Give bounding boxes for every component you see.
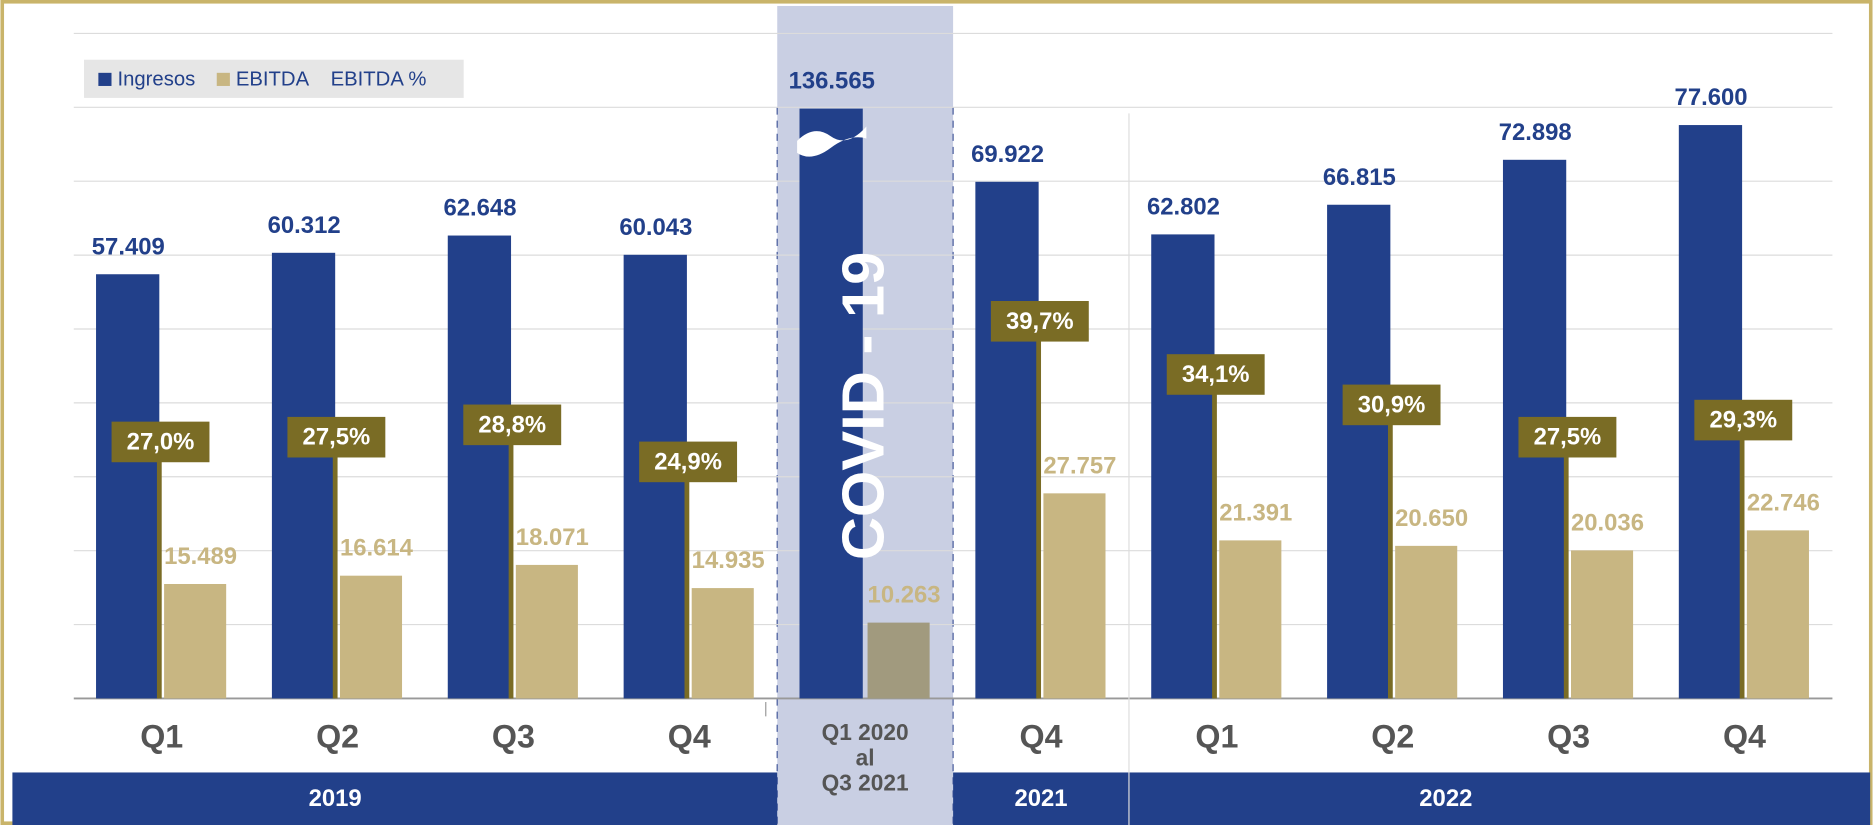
pct-stem [508, 424, 514, 699]
pct-box [1518, 416, 1617, 458]
pct-box [463, 404, 562, 446]
value-label: 57.409 [92, 233, 165, 260]
value-label: 16.614 [340, 535, 414, 562]
value-label: 22.746 [1747, 489, 1820, 516]
value-label: 21.391 [1219, 499, 1292, 526]
bar [1571, 550, 1634, 699]
value-label: 72.898 [1499, 119, 1572, 146]
bar [1219, 540, 1282, 699]
bar [1746, 530, 1809, 699]
pct-stem [1563, 437, 1569, 699]
legend-label: EBITDA % [331, 68, 427, 90]
pct-label: 27,5% [303, 424, 371, 451]
value-label: 27.757 [1043, 452, 1116, 479]
bar [447, 235, 512, 699]
legend-swatch [216, 72, 230, 86]
year-band [953, 772, 1129, 825]
bar [271, 252, 336, 699]
value-label: 136.565 [789, 68, 875, 95]
value-label: 66.815 [1323, 164, 1396, 191]
value-label: 60.043 [619, 214, 692, 241]
pct-stem [1212, 374, 1217, 699]
bar [339, 575, 403, 699]
bar [1043, 493, 1106, 699]
value-label: 14.935 [692, 547, 765, 574]
value-label: 18.071 [516, 524, 589, 551]
value-label: 62.802 [1147, 193, 1220, 220]
pct-box [1166, 354, 1265, 395]
value-label: 15.489 [164, 543, 237, 570]
pct-stem [156, 441, 162, 699]
legend-box [84, 59, 464, 98]
pct-stem [332, 437, 338, 699]
value-label: 20.650 [1395, 505, 1468, 532]
bar [1151, 234, 1215, 699]
pct-stem [1387, 404, 1393, 699]
bar [867, 622, 930, 699]
year-band [12, 772, 778, 825]
x-tick-label: Q2 [1371, 719, 1414, 755]
pct-label: 34,1% [1182, 361, 1250, 388]
pct-box [287, 416, 386, 458]
pct-label: 27,5% [1534, 424, 1602, 451]
pct-stem [1036, 321, 1042, 699]
bar [96, 274, 160, 699]
value-label: 62.648 [444, 195, 517, 222]
x-tick-label: Q2 [316, 719, 359, 755]
bar [975, 181, 1039, 699]
x-tick-label: Q1 [140, 719, 183, 755]
value-label: 60.312 [268, 212, 341, 239]
x-tick-label: Q4 [1723, 719, 1766, 755]
annotation: COVID - 19 [829, 252, 896, 560]
bar [799, 108, 863, 699]
legend-label: EBITDA [236, 68, 310, 90]
year-label: 2019 [309, 785, 362, 812]
pct-stem [684, 461, 690, 699]
year-label: 2022 [1419, 785, 1472, 812]
x-tick-label: Q1 2020 al Q3 2021 [821, 721, 909, 797]
pct-stem [1739, 420, 1745, 699]
year-band [1128, 772, 1871, 825]
bar [515, 564, 578, 699]
x-tick-label: Q4 [668, 719, 711, 755]
pct-label: 30,9% [1358, 391, 1426, 418]
pct-box [1342, 384, 1441, 426]
bar [1327, 204, 1391, 699]
legend-label: Ingresos [117, 68, 195, 90]
bar [691, 588, 754, 699]
pct-box [639, 441, 738, 483]
x-tick-label-box: Q1 2020 al Q3 2021 [821, 721, 909, 797]
value-label: 69.922 [971, 141, 1044, 168]
pct-label: 24,9% [654, 448, 722, 475]
pct-label: 28,8% [478, 411, 546, 438]
x-tick-label: Q3 [492, 719, 535, 755]
x-tick-label: Q3 [1547, 719, 1590, 755]
pct-label: 39,7% [1006, 308, 1074, 335]
pct-box [1694, 399, 1793, 441]
bar [1395, 545, 1458, 699]
pct-box [990, 300, 1089, 342]
value-label: 77.600 [1675, 84, 1748, 111]
year-label: 2021 [1014, 785, 1067, 812]
x-tick-label: Q1 [1195, 719, 1238, 755]
value-label: 20.036 [1571, 509, 1644, 536]
value-label: 10.263 [868, 582, 941, 609]
pct-box [111, 421, 210, 463]
x-tick-label: Q4 [1020, 719, 1063, 755]
legend-swatch [98, 72, 112, 86]
bar [164, 583, 227, 699]
axis-break [797, 126, 867, 157]
pct-label: 27,0% [127, 428, 195, 455]
pct-label: 29,3% [1709, 407, 1777, 434]
